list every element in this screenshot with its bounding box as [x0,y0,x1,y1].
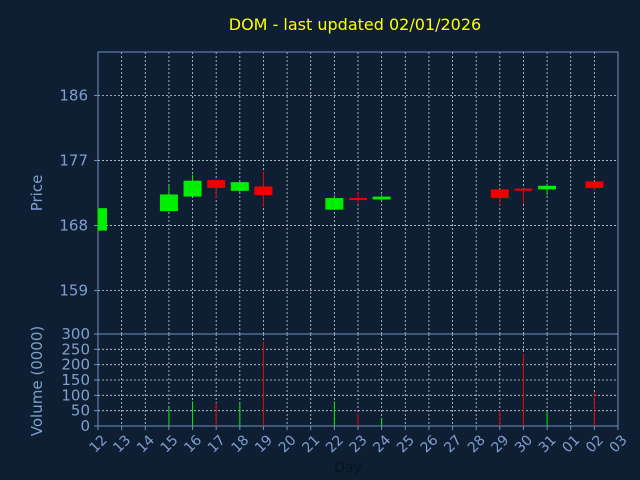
price-y-tick-label: 168 [59,217,88,235]
candle-body [230,182,249,191]
volume-y-tick-label: 50 [71,402,90,420]
candle-29 [490,189,509,206]
candle-30 [514,188,533,204]
volume-y-tick-label: 300 [61,325,90,343]
candle-31 [538,183,557,196]
x-axis-label: Day [334,460,362,476]
candle-19 [254,171,273,207]
volume-grid [98,334,618,426]
volume-y-tick-label: 250 [61,340,90,358]
volume-y-tick-label: 150 [61,371,90,389]
candle-22 [325,195,344,210]
candle-body [159,194,178,212]
candle-12 [97,208,107,231]
candle-16 [183,174,202,197]
volume-y-tick-label: 200 [61,356,90,374]
price-y-tick-label: 159 [59,282,88,300]
candle-body [514,188,533,191]
volume-y-tick-label: 0 [80,417,90,435]
candle-24 [372,195,391,201]
candle-body [98,208,107,231]
candle-body [254,186,273,196]
candle-body [349,198,367,201]
candle-body [490,189,509,199]
price-y-tick-label: 177 [59,151,88,169]
candles [97,171,604,231]
price-panel: 159 168 177 186 Price [28,51,619,335]
candle-15 [159,185,178,212]
candle-23 [349,192,367,205]
candle-02 [585,181,604,191]
price-y-ticks: 159 168 177 186 [59,86,98,300]
chart-title: DOM - last updated 02/01/2026 [229,15,481,34]
candle-body [372,196,391,200]
candle-body [325,198,344,210]
candle-body [538,185,557,190]
candle-body [207,179,226,188]
candle-17 [207,179,226,199]
volume-y-tick-label: 100 [61,386,90,404]
price-y-tick-label: 186 [59,86,88,104]
volume-axis-label: Volume (0000) [28,326,46,436]
candle-body [183,180,202,197]
candle-body [585,181,604,188]
candle-18 [230,182,249,193]
price-axis-label: Price [28,175,46,212]
volume-bars [168,341,595,426]
